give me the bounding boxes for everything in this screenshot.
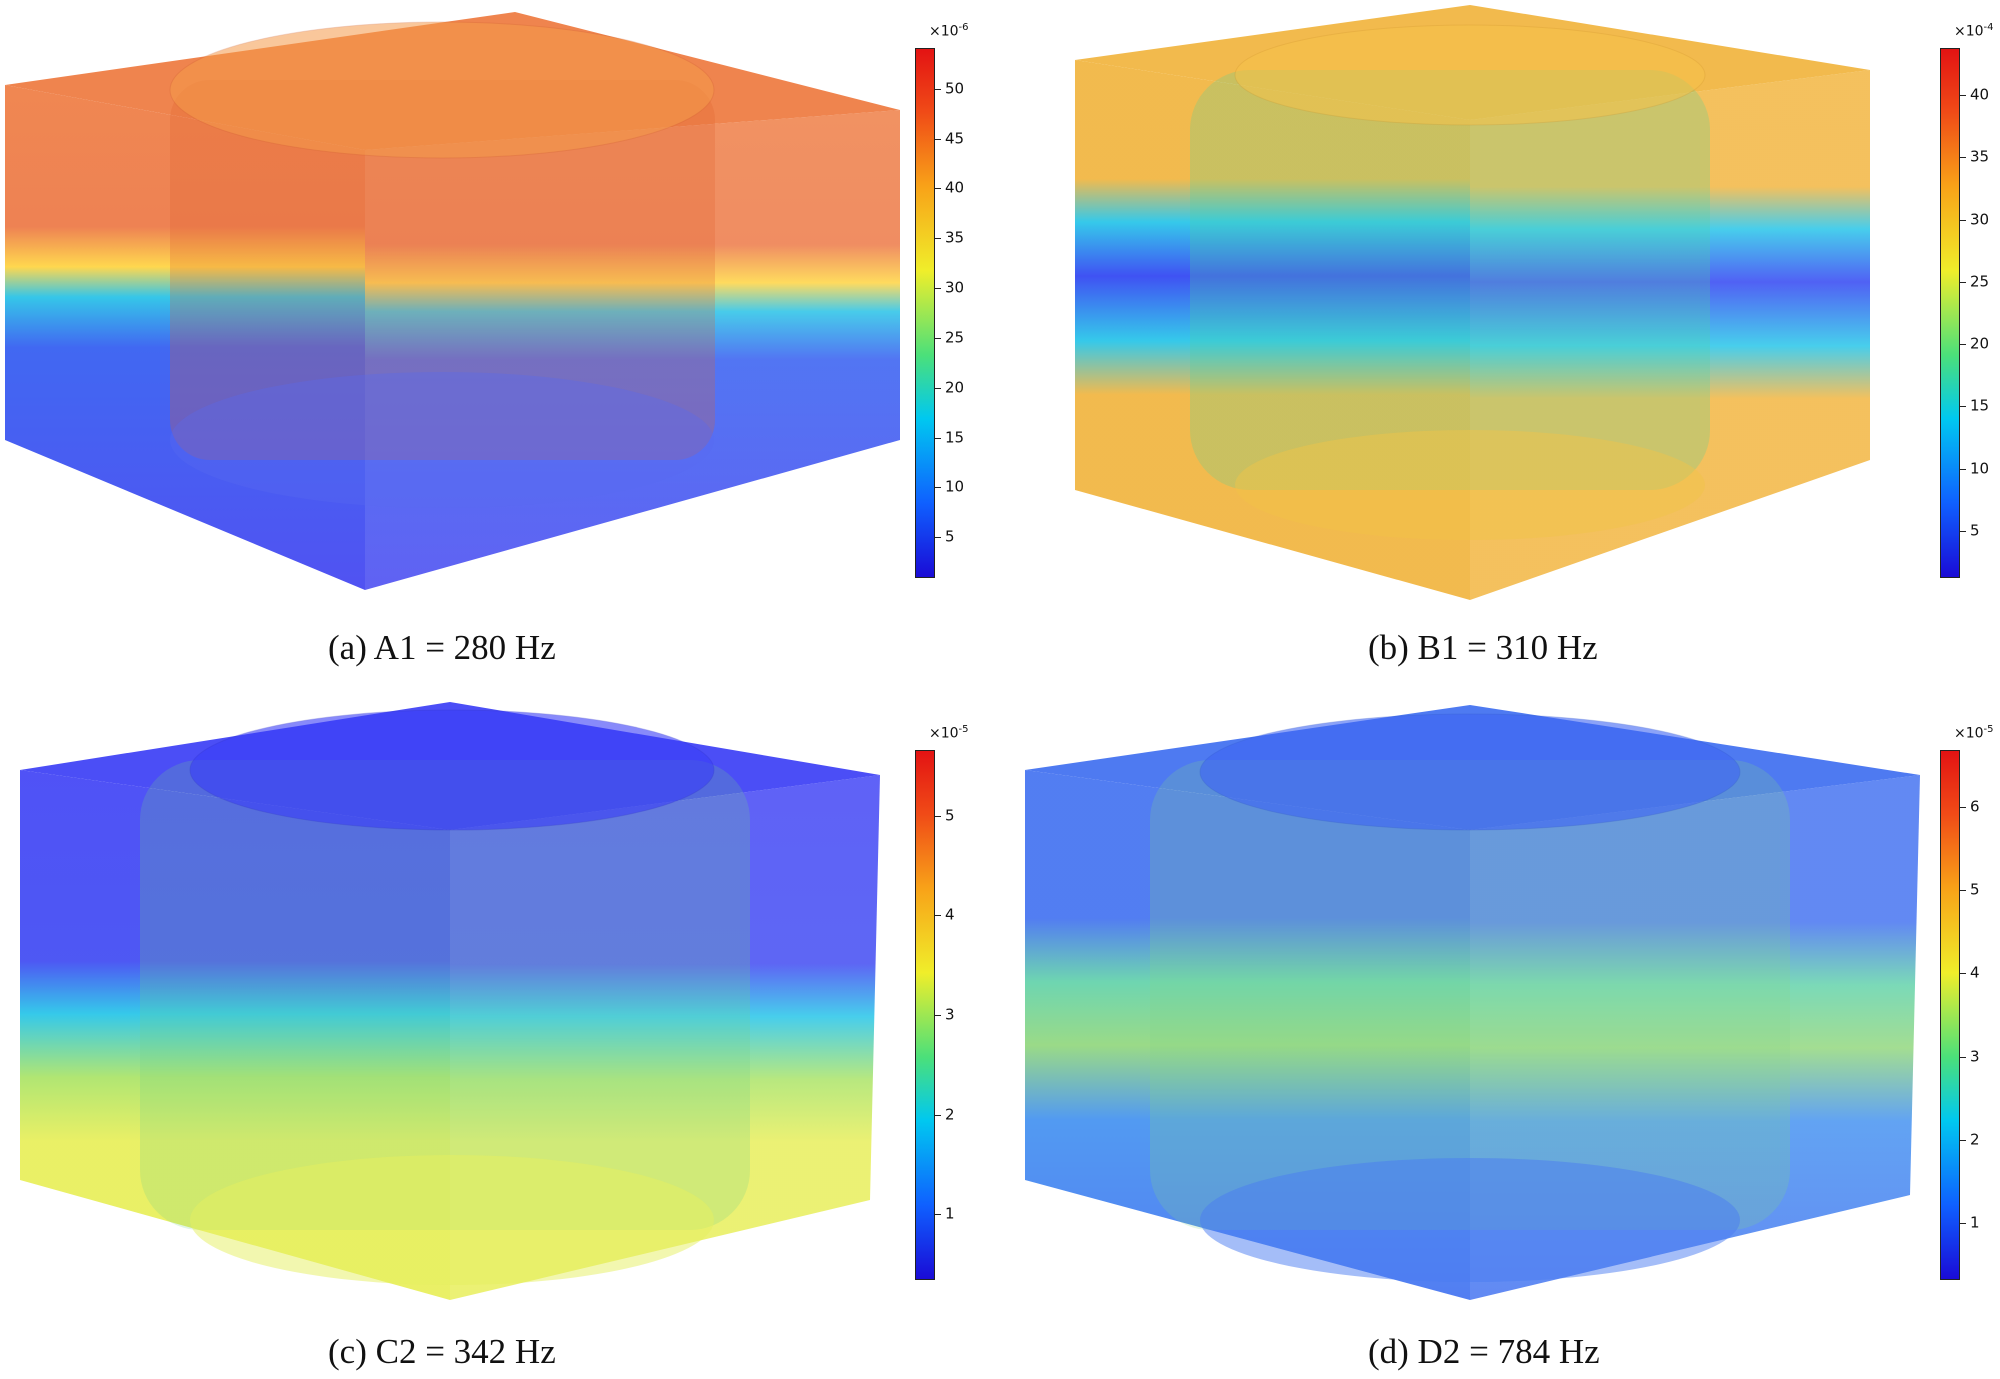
panel-b-box-right-face [1470,70,1870,600]
panel-b-colorbar-tick-label: 10 [1970,459,1990,478]
panel-a-colorbar-tick-label: 20 [945,378,965,397]
panel-b-box-left-face [1075,60,1470,600]
panel-a-colorbar-tick [935,288,941,289]
panel-a-cylinder [170,80,715,460]
panel-a-colorbar-scale: ×10-6 [929,22,969,40]
panel-b-colorbar-tick-label: 30 [1970,210,1990,229]
panel-b: ×10-4 40 35 30 25 20 15 10 5 (b) B1 = 310 Hz [1000,0,2000,690]
panel-d-caption: (d) D2 = 784 Hz [1368,1332,1600,1371]
panel-d-colorbar-tick [1960,1140,1966,1141]
panel-c-colorbar-scale: ×10-5 [929,724,969,742]
panel-c-colorbar-tick-label: 4 [945,905,955,924]
panel-a-colorbar-tick [935,139,941,140]
panel-b-cylinder [1190,70,1710,490]
panel-a-cylinder-top [169,21,715,159]
panel-b-cylinder-top [1234,24,1706,126]
panel-a-colorbar-tick-label: 50 [945,79,965,98]
panel-c-model-view [20,702,880,1300]
panel-d-colorbar-tick [1960,807,1966,808]
panel-d-cylinder-top [1199,713,1741,831]
panel-c-colorbar-tick-label: 1 [945,1204,955,1223]
panel-b-caption: (b) B1 = 310 Hz [1368,628,1598,667]
panel-c-colorbar-tick [935,1214,941,1215]
panel-c-colorbar-tick [935,816,941,817]
panel-b-colorbar-tick [1960,157,1966,158]
panel-a-colorbar-tick-label: 5 [945,527,955,546]
panel-a-colorbar-tick-label: 30 [945,278,965,297]
panel-d-colorbar-tick-label: 5 [1970,880,1980,899]
panel-c-colorbar-gradient [915,750,935,1280]
panel-b-colorbar-tick [1960,95,1966,96]
panel-d-colorbar-tick [1960,1223,1966,1224]
panel-d-colorbar-tick [1960,890,1966,891]
panel-c-colorbar-tick [935,1015,941,1016]
panel-d-colorbar-tick-label: 3 [1970,1047,1980,1066]
panel-a-box-left-face [5,85,365,590]
panel-d-colorbar-scale: ×10-5 [1954,724,1994,742]
panel-a-cylinder-bottom [170,372,714,508]
panel-a-colorbar-tick [935,89,941,90]
panel-d-cylinder [1150,760,1790,1230]
panel-a-colorbar-tick [935,438,941,439]
panel-b-model-view [1075,5,1870,600]
panel-c-cylinder [140,760,750,1230]
panel-a-colorbar-tick [935,487,941,488]
panel-d-cylinder-bottom [1200,1158,1740,1282]
panel-b-cylinder-bottom [1235,430,1705,540]
panel-a-colorbar-tick-label: 45 [945,129,965,148]
panel-d-colorbar-tick-label: 6 [1970,797,1980,816]
panel-d-colorbar-gradient [1940,750,1960,1280]
panel-b-colorbar-tick [1960,531,1966,532]
panel-a-model-view [5,12,900,590]
panel-c-cylinder-top [189,709,715,831]
panel-b-colorbar-tick-label: 20 [1970,334,1990,353]
panel-b-colorbar-tick [1960,469,1966,470]
panel-b-colorbar-gradient [1940,48,1960,578]
panel-d-colorbar-tick-label: 2 [1970,1130,1980,1149]
panel-a-colorbar-tick-label: 15 [945,428,965,447]
panel-a-box-right-face [365,110,900,590]
panel-b-colorbar-tick [1960,220,1966,221]
panel-b-colorbar-tick-label: 40 [1970,85,1990,104]
panel-a-colorbar-tick [935,537,941,538]
panel-d-colorbar-tick-label: 4 [1970,963,1980,982]
panel-d-colorbar-tick [1960,973,1966,974]
panel-c-caption: (c) C2 = 342 Hz [328,1332,556,1371]
panel-a-colorbar-tick-label: 35 [945,228,965,247]
panel-c-colorbar-tick-label: 2 [945,1105,955,1124]
panel-c-colorbar-tick-label: 3 [945,1005,955,1024]
panel-c-cylinder-bottom [190,1155,714,1285]
panel-a-colorbar-tick [935,388,941,389]
panel-a: ×10-6 50 45 40 35 30 25 20 15 10 5 (a) A1 = 280 H… [0,0,1000,690]
panel-b-colorbar-tick-label: 25 [1970,272,1990,291]
panel-d-model-view [1025,705,1920,1300]
panel-a-colorbar-tick-label: 40 [945,178,965,197]
panel-a-colorbar-tick [935,188,941,189]
panel-c-colorbar-tick [935,915,941,916]
panel-a-colorbar-tick [935,238,941,239]
panel-c: ×10-5 5 4 3 2 1 (c) C2 = 342 Hz [0,690,1000,1379]
panel-d-colorbar-tick-label: 1 [1970,1213,1980,1232]
panel-b-colorbar-tick-label: 5 [1970,521,1980,540]
panel-a-caption: (a) A1 = 280 Hz [328,628,556,667]
panel-c-colorbar-tick-label: 5 [945,806,955,825]
panel-a-colorbar-gradient [915,48,935,578]
panel-d-colorbar-tick [1960,1057,1966,1058]
panel-c-colorbar-tick [935,1115,941,1116]
panel-b-colorbar-tick [1960,282,1966,283]
panel-b-colorbar-scale: ×10-4 [1954,22,1994,40]
panel-b-colorbar-tick-label: 35 [1970,147,1990,166]
panel-b-colorbar-tick [1960,406,1966,407]
panel-a-colorbar-tick-label: 10 [945,477,965,496]
panel-b-colorbar-tick-label: 15 [1970,396,1990,415]
panel-b-colorbar-tick [1960,344,1966,345]
panel-a-colorbar-tick-label: 25 [945,328,965,347]
panel-d: ×10-5 6 5 4 3 2 1 (d) D2 = 784 Hz [1000,690,2000,1379]
panel-a-colorbar-tick [935,338,941,339]
